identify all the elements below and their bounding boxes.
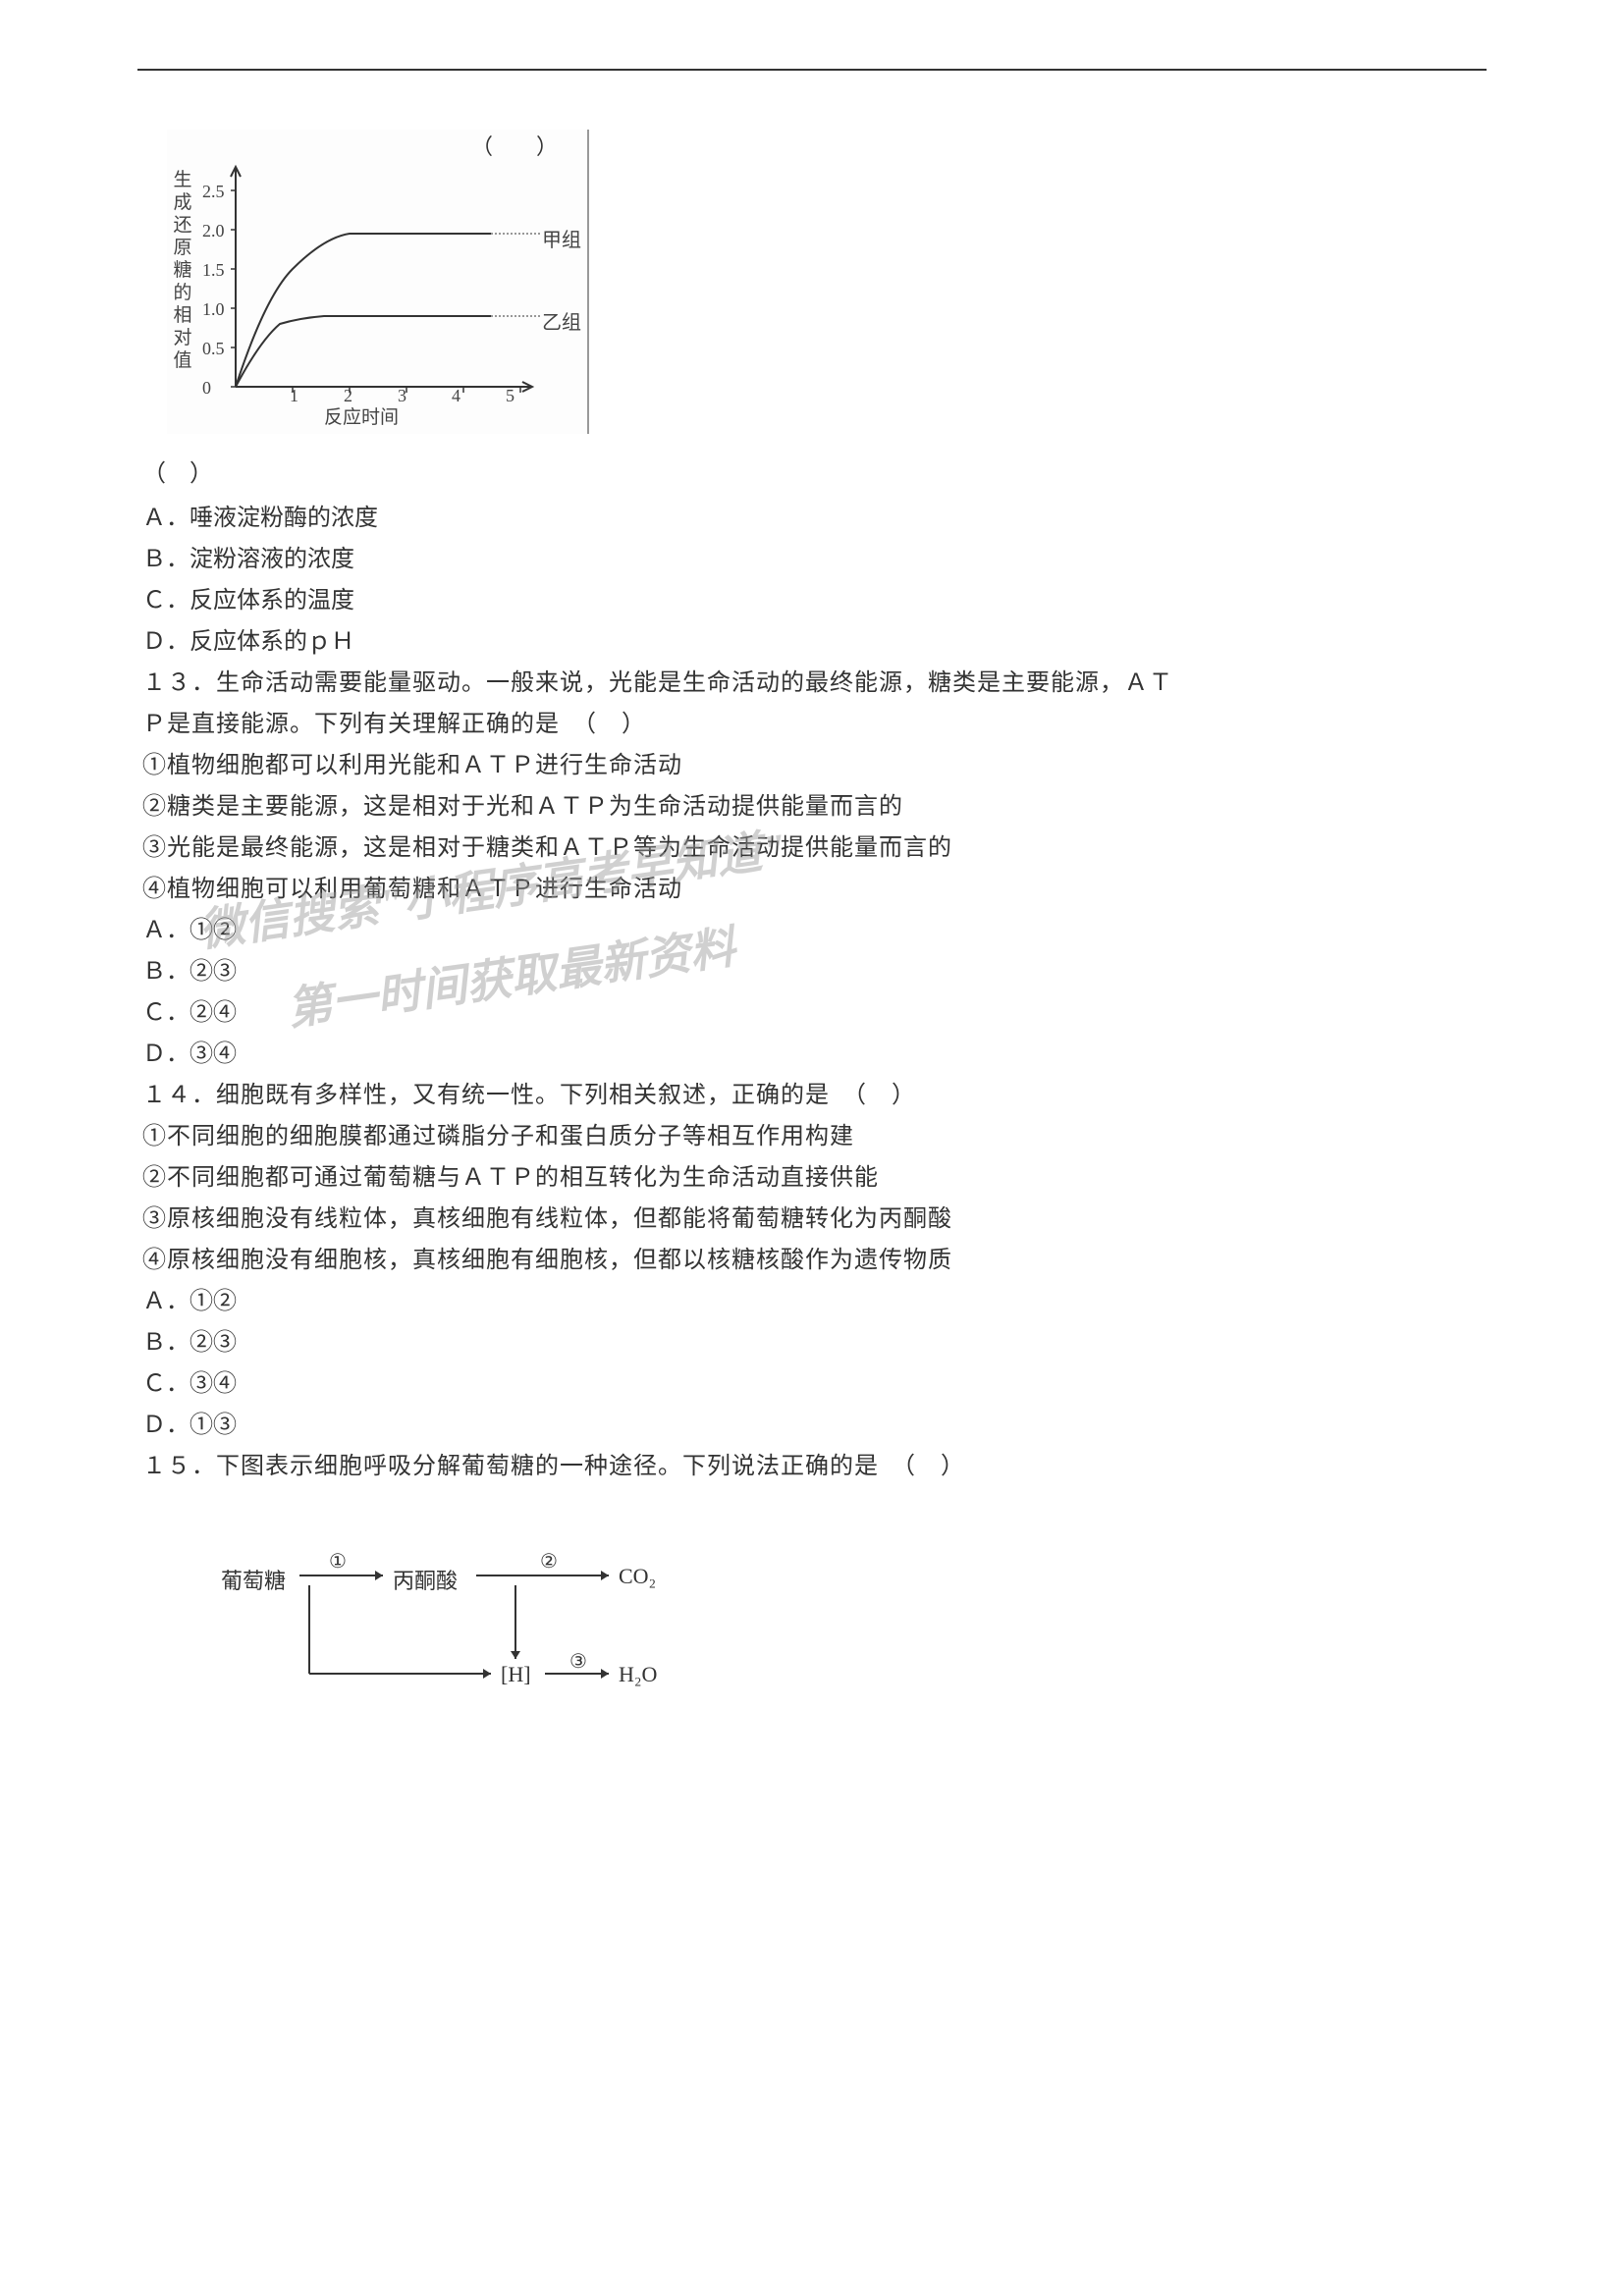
q13-option-d: Ｄ．③④ <box>142 1034 1487 1075</box>
chart-q12: （ ） 生成还原糖的相对值 0 0.5 1.0 1.5 2.0 2.5 1 2 … <box>167 130 589 434</box>
q14-s2: ②不同细胞都可通过葡萄糖与ＡＴＰ的相互转化为生命活动直接供能 <box>142 1157 1487 1199</box>
q14-option-a: Ａ．①② <box>142 1281 1487 1322</box>
q14-option-c: Ｃ．③④ <box>142 1363 1487 1405</box>
q14-s1: ①不同细胞的细胞膜都通过磷脂分子和蛋白质分子等相互作用构建 <box>142 1116 1487 1157</box>
q13-s3: ③光能是最终能源，这是相对于糖类和ＡＴＰ等为生命活动提供能量而言的 <box>142 828 1487 869</box>
q15-diagram-svg <box>196 1517 746 1713</box>
q13-stem-2: Ｐ是直接能源。下列有关理解正确的是 （ ） <box>142 704 1487 745</box>
node-glucose: 葡萄糖 <box>221 1564 286 1595</box>
page-top-rule <box>137 69 1487 71</box>
q13-option-c: Ｃ．②④ <box>142 992 1487 1034</box>
q14-option-b: Ｂ．②③ <box>142 1322 1487 1363</box>
q13-option-b: Ｂ．②③ <box>142 951 1487 992</box>
q13-option-a: Ａ．①② <box>142 910 1487 951</box>
q14-option-d: Ｄ．①③ <box>142 1405 1487 1446</box>
q14-s3: ③原核细胞没有线粒体，真核细胞有线粒体，但都能将葡萄糖转化为丙酮酸 <box>142 1199 1487 1240</box>
q15-diagram: 葡萄糖 丙酮酸 CO₂ [H] H₂O ① ② ③ <box>196 1517 746 1713</box>
node-pyruvate: 丙酮酸 <box>393 1564 458 1595</box>
node-h: [H] <box>501 1662 531 1687</box>
q12-option-c: Ｃ．反应体系的温度 <box>142 580 1487 621</box>
series-label-jia: 甲组 <box>542 224 581 252</box>
circle-3: ③ <box>569 1649 587 1674</box>
q13-s2: ②糖类是主要能源，这是相对于光和ＡＴＰ为生命活动提供能量而言的 <box>142 786 1487 828</box>
q12-paren: （ ） <box>142 454 1487 488</box>
q13-s4: ④植物细胞可以利用葡萄糖和ＡＴＰ进行生命活动 <box>142 869 1487 910</box>
q15-stem: １５．下图表示细胞呼吸分解葡萄糖的一种途径。下列说法正确的是 （ ） <box>142 1446 1487 1487</box>
q13-stem-1: １３．生命活动需要能量驱动。一般来说，光能是生命活动的最终能源，糖类是主要能源，… <box>142 663 1487 704</box>
node-co2: CO₂ <box>619 1564 656 1589</box>
q14-stem: １４．细胞既有多样性，又有统一性。下列相关叙述，正确的是 （ ） <box>142 1075 1487 1116</box>
q13-s1: ①植物细胞都可以利用光能和ＡＴＰ进行生命活动 <box>142 745 1487 786</box>
q12-option-a: Ａ．唾液淀粉酶的浓度 <box>142 498 1487 539</box>
chart-svg <box>167 130 560 404</box>
circle-1: ① <box>329 1549 347 1574</box>
node-h2o: H₂O <box>619 1662 657 1687</box>
circle-2: ② <box>540 1549 558 1574</box>
x-axis-label: 反应时间 <box>324 402 399 429</box>
series-label-yi: 乙组 <box>542 306 581 335</box>
q14-s4: ④原核细胞没有细胞核，真核细胞有细胞核，但都以核糖核酸作为遗传物质 <box>142 1240 1487 1281</box>
q12-option-b: Ｂ．淀粉溶液的浓度 <box>142 539 1487 580</box>
q12-option-d: Ｄ．反应体系的ｐＨ <box>142 621 1487 663</box>
